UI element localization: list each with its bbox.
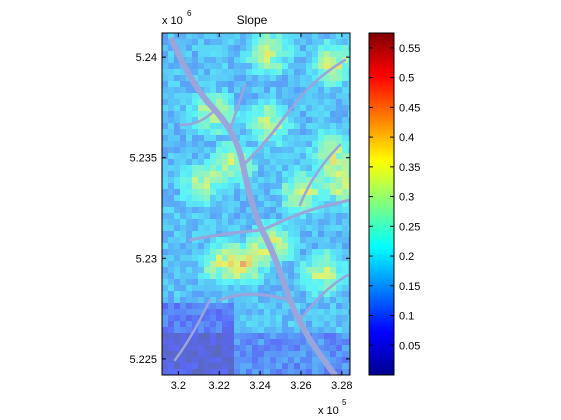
valley-branch: [298, 273, 350, 322]
main-valley: [169, 37, 338, 375]
x-tick-label: 3.28: [331, 380, 352, 392]
x-tick-label: 3.24: [249, 380, 270, 392]
valley-branch: [260, 198, 350, 232]
colorbar-tick-label: 0.45: [399, 102, 420, 114]
x-exponent: 5: [342, 398, 347, 407]
slope-map: [161, 32, 351, 376]
y-exponent-label: x 10: [162, 15, 183, 27]
y-tick-label: 5.225: [129, 354, 157, 366]
y-exponent: 6: [187, 9, 192, 18]
colorbar-tick-label: 0.55: [399, 43, 420, 55]
y-tick-label: 5.235: [129, 153, 157, 165]
x-tick-label: 3.22: [209, 380, 230, 392]
colorbar-tick-label: 0.35: [399, 162, 420, 174]
valley-branch: [241, 108, 292, 167]
y-tick-label: 5.24: [136, 52, 157, 64]
valley-branch: [218, 292, 292, 302]
valley-branch: [178, 108, 217, 127]
colorbar-tick-label: 0.1: [399, 311, 414, 323]
colorbar-tick-label: 0.3: [399, 192, 414, 204]
x-exponent-label: x 10: [318, 405, 339, 417]
valley-branch: [173, 298, 212, 362]
colorbar: 0.05 0.1 0.15 0.2 0.25 0.3 0.35 0.4 0.45 0.5 0.55: [368, 32, 420, 376]
x-tick-label: 3.2: [171, 380, 186, 392]
y-axis: 5.225 5.23 5.235 5.24: [129, 52, 350, 366]
valley-branch: [228, 83, 247, 132]
colorbar-tick-label: 0.5: [399, 73, 414, 85]
x-tick-label: 3.26: [290, 380, 311, 392]
colorbar-tick-label: 0.4: [399, 132, 414, 144]
y-tick-label: 5.23: [136, 253, 157, 265]
colorbar-tick-label: 0.15: [399, 281, 420, 293]
colorbar-tick-label: 0.25: [399, 221, 420, 233]
chart-title: Slope: [237, 13, 268, 27]
x-axis: 3.2 3.22 3.24 3.26 3.28: [171, 33, 353, 392]
colorbar-gradient: [368, 32, 395, 376]
valley-branch: [288, 58, 347, 112]
valley-branch: [298, 143, 342, 207]
colorbar-tick-label: 0.05: [399, 340, 420, 352]
colorbar-tick-label: 0.2: [399, 251, 414, 263]
valley-branch: [188, 228, 264, 242]
